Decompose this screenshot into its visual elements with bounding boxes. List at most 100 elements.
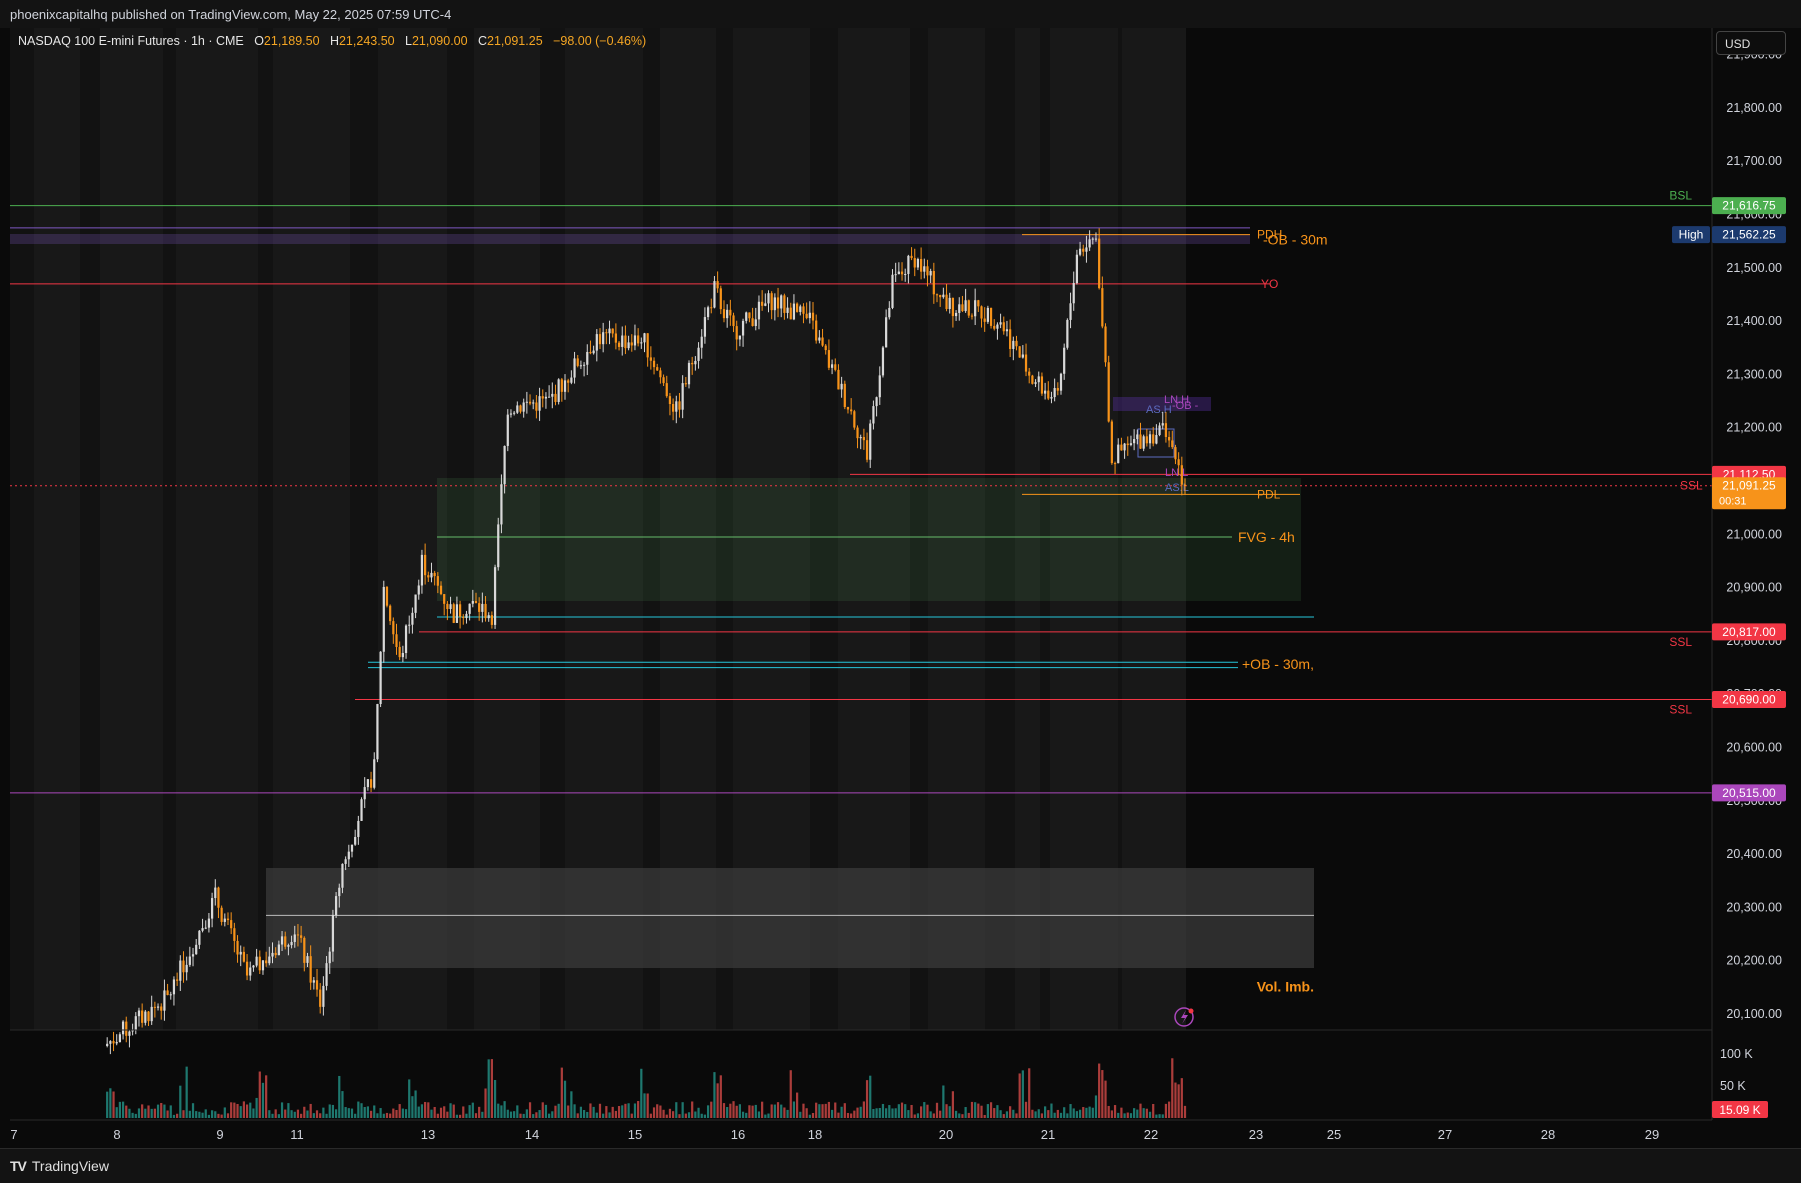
y-tick-label: 21,400.00 — [1726, 314, 1782, 328]
session-band — [447, 28, 474, 1030]
volume-bar — [611, 1106, 614, 1118]
candle-body — [509, 413, 513, 415]
volume-bar — [179, 1085, 182, 1118]
candle-body — [474, 601, 478, 604]
y-tick-label: 20,900.00 — [1726, 581, 1782, 595]
volume-bar — [265, 1075, 268, 1118]
price-badge-timer: 00:31 — [1719, 496, 1747, 508]
candle-body — [850, 409, 853, 412]
candle-body — [1126, 443, 1129, 446]
volume-bar — [373, 1105, 376, 1118]
session-band — [643, 28, 660, 1030]
volume-bar — [1024, 1101, 1028, 1118]
candle-body — [449, 604, 452, 609]
volume-bar — [748, 1105, 751, 1118]
volume-bar — [169, 1105, 172, 1118]
volume-bar — [1123, 1113, 1126, 1118]
volume-bar — [493, 1080, 497, 1118]
volume-bar — [576, 1113, 579, 1118]
x-tick-label: 21 — [1041, 1127, 1055, 1142]
candle-body — [1129, 443, 1133, 446]
volume-bar — [1085, 1107, 1088, 1118]
candle-body — [837, 369, 840, 390]
currency-button[interactable]: USD — [1716, 31, 1786, 55]
price-badge-label: 20,515.00 — [1722, 786, 1776, 800]
candle-body — [993, 325, 996, 329]
candle-body — [659, 370, 662, 378]
session-band — [1050, 28, 1118, 1030]
volume-bar — [300, 1113, 303, 1118]
volume-bar — [859, 1106, 862, 1118]
volume-bar — [1148, 1111, 1152, 1118]
chart-svg[interactable]: BSL PDH-OB - 30m YO SSL PDL FVG - 4h SSL +OB - … — [0, 28, 1801, 1148]
candle-body — [1091, 238, 1094, 240]
volume-bar — [121, 1101, 125, 1118]
candle-body — [430, 572, 433, 578]
y-tick-label: 21,200.00 — [1726, 421, 1782, 435]
candle-body — [481, 603, 484, 612]
candle-body — [967, 300, 970, 316]
candle-body — [163, 990, 166, 1011]
fvg-zone — [437, 478, 1301, 601]
volume-bar — [242, 1101, 246, 1118]
volume-bar — [805, 1108, 808, 1118]
candle-body — [134, 1016, 137, 1031]
volume-bar — [967, 1112, 970, 1118]
candle-body — [366, 779, 370, 788]
volume-bar — [322, 1107, 325, 1118]
volume-bar — [652, 1107, 656, 1118]
candle-body — [210, 898, 214, 919]
candle-body — [856, 427, 859, 439]
candle-body — [989, 307, 993, 326]
volume-bar — [500, 1105, 503, 1118]
volume-bar — [1139, 1103, 1142, 1118]
symbol-legend: NASDAQ 100 E-mini Futures · 1h · CME O21… — [18, 34, 647, 48]
volume-bar — [490, 1059, 494, 1118]
candle-body — [462, 616, 465, 619]
candle-body — [1012, 340, 1015, 349]
tradingview-logo[interactable]: TV TradingView — [10, 1158, 109, 1174]
candle-body — [1139, 434, 1142, 449]
candle-body — [843, 383, 846, 408]
session-band — [1040, 28, 1050, 1030]
volume-tick-label: 50 K — [1720, 1079, 1746, 1093]
volume-bar — [239, 1106, 242, 1118]
volume-bar — [770, 1104, 773, 1118]
volume-bar — [999, 1110, 1002, 1118]
volume-bar — [408, 1079, 411, 1118]
candle-body — [490, 615, 494, 625]
footer: TV TradingView — [0, 1148, 1801, 1183]
candle-body — [230, 920, 233, 929]
volume-bar — [735, 1105, 738, 1118]
volume-bar — [881, 1103, 885, 1118]
x-tick-label: 8 — [113, 1127, 120, 1142]
candle-body — [1072, 283, 1075, 304]
candle-body — [452, 604, 455, 623]
candle-body — [726, 309, 729, 319]
volume-bar — [916, 1113, 920, 1118]
volume-bar — [554, 1105, 557, 1118]
candle-body — [954, 312, 958, 317]
volume-bar — [223, 1107, 226, 1118]
candle-body — [182, 960, 185, 973]
structure-label: -OB - — [1172, 400, 1199, 412]
candle-body — [751, 318, 754, 327]
volume-bar — [389, 1113, 392, 1118]
candle-body — [1018, 346, 1021, 358]
volume-bar — [687, 1112, 691, 1118]
candle-body — [897, 271, 900, 275]
candle-body — [156, 1006, 160, 1008]
session-band — [733, 28, 810, 1030]
volume-bar — [1155, 1114, 1158, 1118]
candle-body — [242, 951, 246, 962]
candle-body — [888, 307, 891, 318]
candle-body — [268, 956, 271, 964]
volume-bar — [1063, 1107, 1066, 1118]
candle-body — [999, 322, 1002, 325]
candle-body — [767, 293, 770, 304]
volume-bar — [1167, 1101, 1171, 1118]
price-badge-label: 21,091.25 — [1722, 479, 1776, 493]
volume-bar — [830, 1109, 834, 1118]
y-tick-label: 20,600.00 — [1726, 741, 1782, 755]
volume-bar — [315, 1110, 319, 1118]
